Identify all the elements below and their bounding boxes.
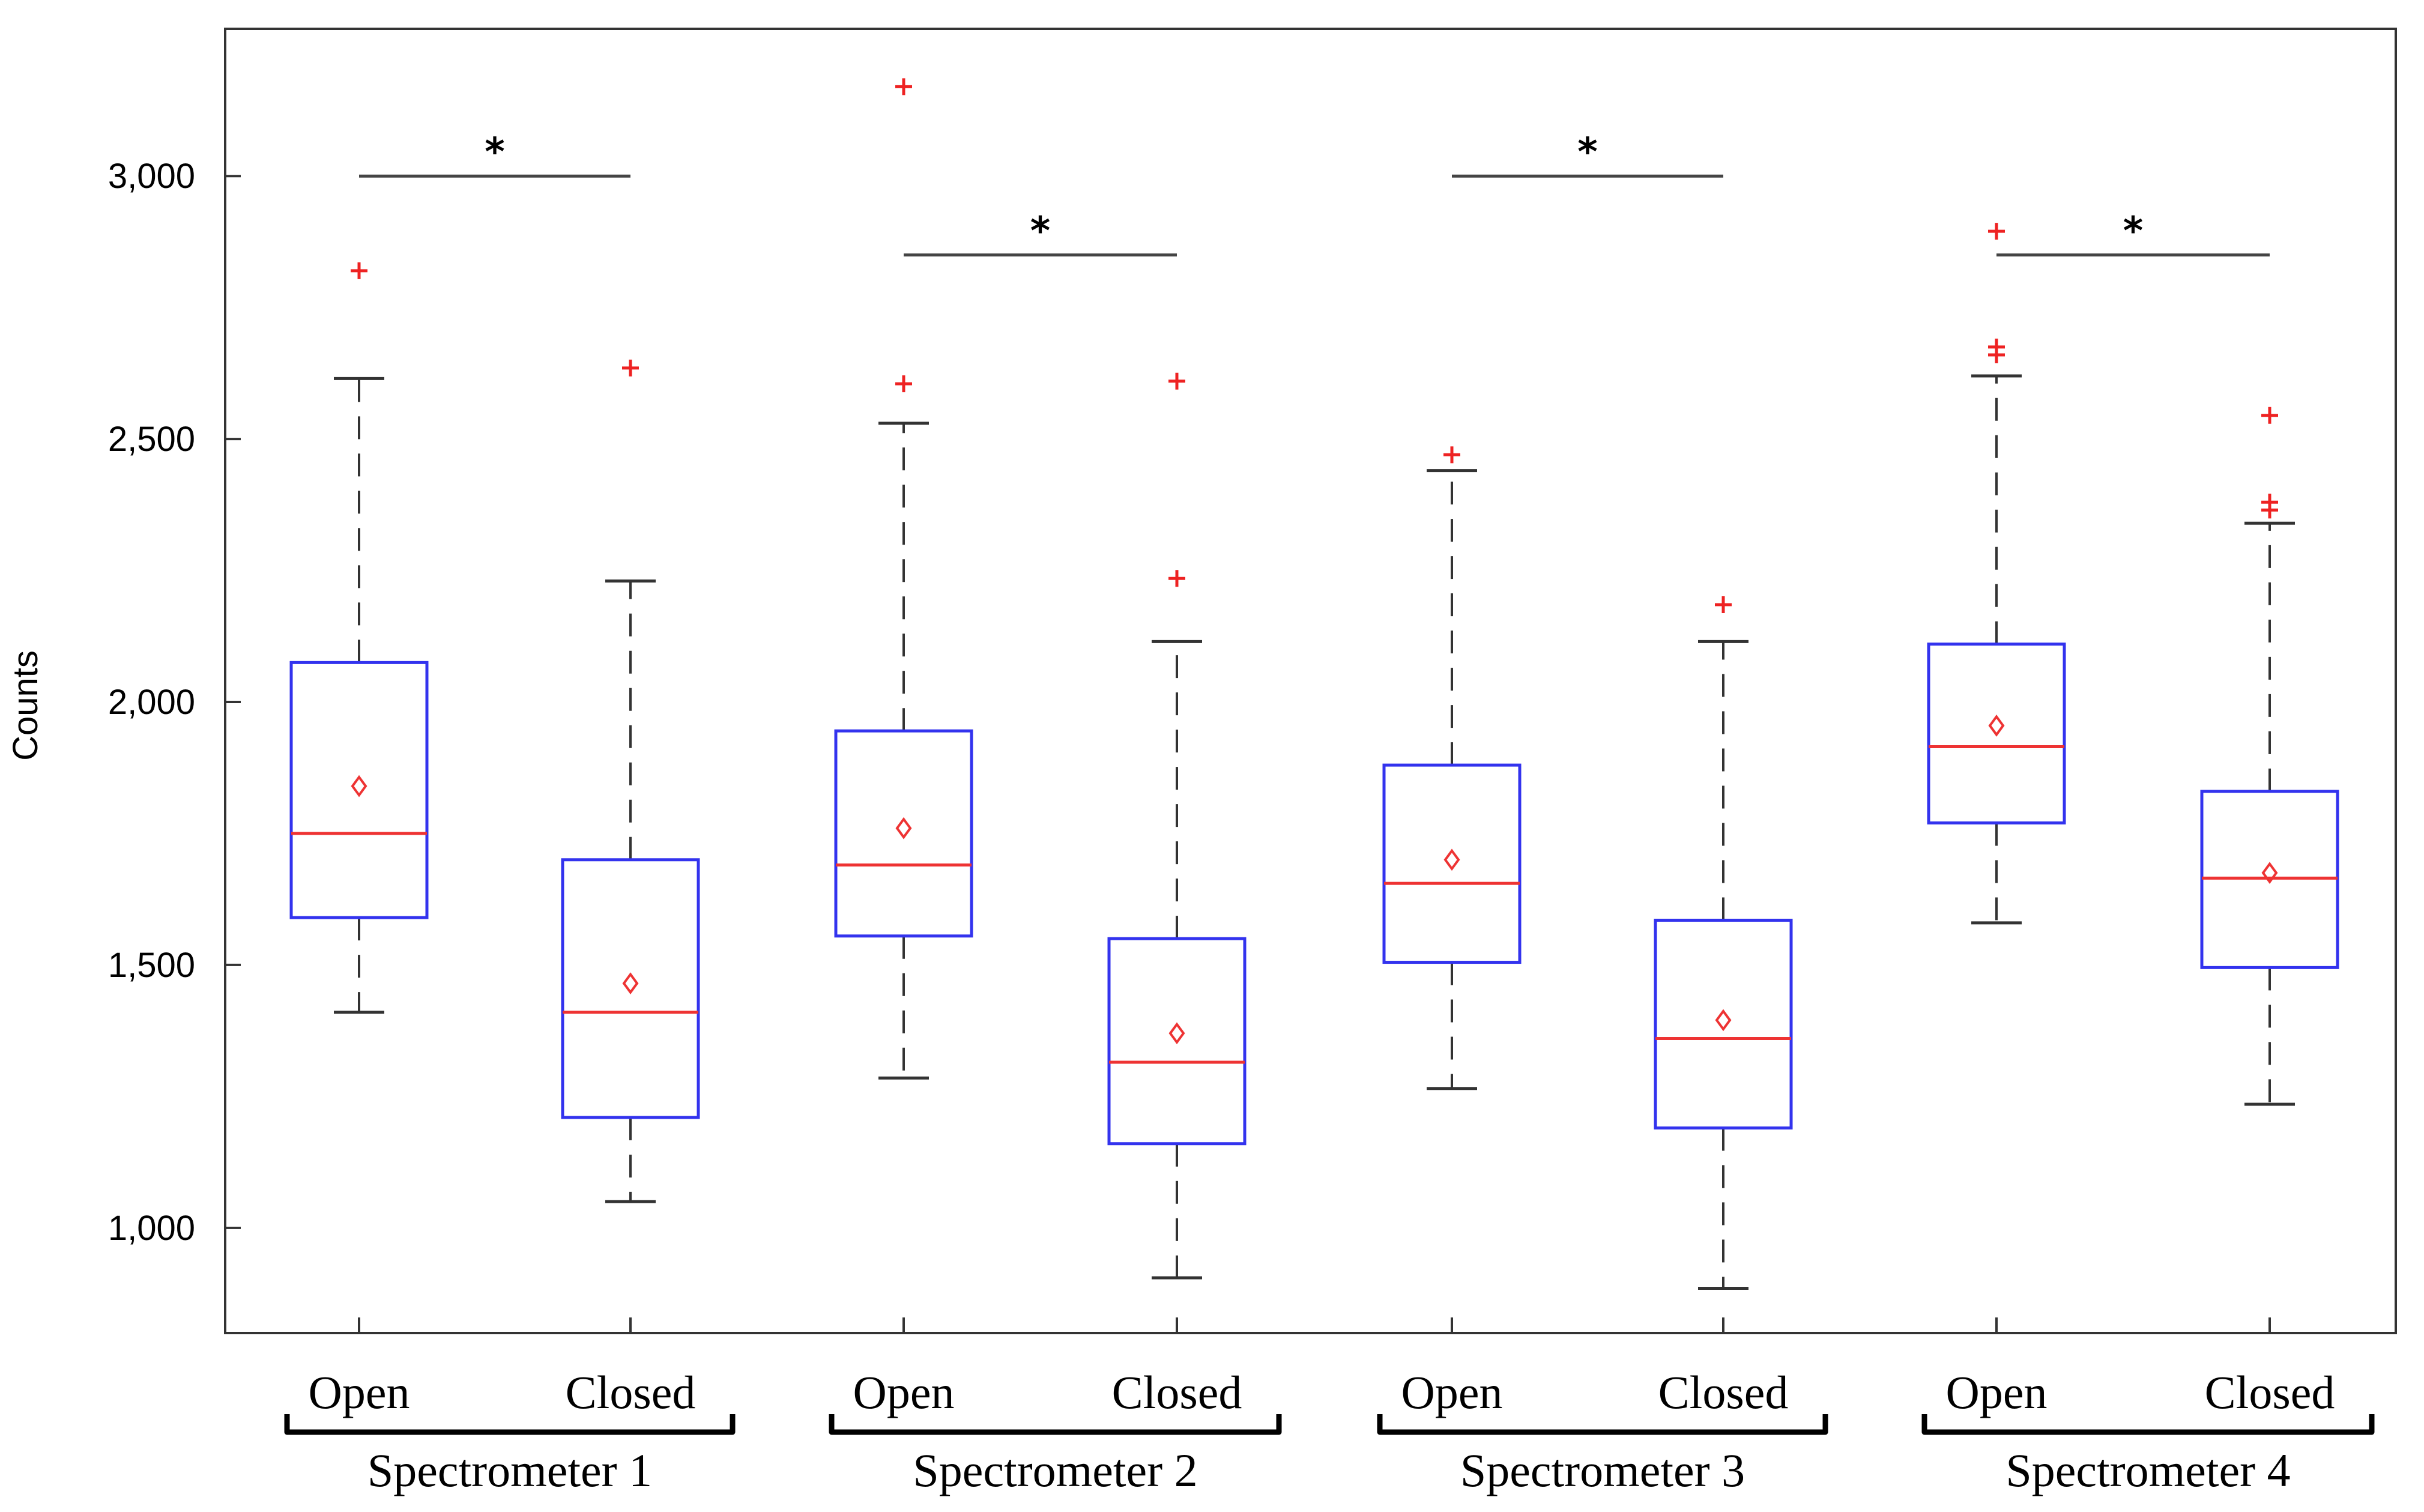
box-6 — [1654, 596, 1793, 1290]
axes — [224, 28, 2397, 1334]
group-bracket — [1921, 1414, 2375, 1435]
outlier-point — [1988, 338, 2005, 355]
y-axis-ticks: 1,000 1,500 2,000 2,500 3,000 — [108, 157, 241, 1248]
mean-marker — [622, 972, 639, 994]
x-category-label: Closed — [2205, 1366, 2335, 1418]
group-labels: Spectrometer 1 Spectrometer 2 Spectrometer… — [284, 1414, 2375, 1496]
significance-brackets: * * * * — [359, 130, 2270, 257]
outlier-point — [351, 262, 367, 279]
significance-star: * — [1577, 130, 1597, 175]
group-bracket — [1377, 1414, 1828, 1435]
mean-marker — [351, 775, 367, 797]
group-label: Spectrometer 1 — [367, 1444, 652, 1496]
y-tick-label: 2,500 — [108, 420, 195, 459]
y-tick-label: 1,000 — [108, 1209, 195, 1248]
x-category-label: Closed — [1112, 1366, 1242, 1418]
box-7 — [1927, 223, 2066, 925]
group-label: Spectrometer 3 — [1460, 1444, 1745, 1496]
iqr-box — [561, 858, 700, 1119]
outlier-point — [622, 359, 639, 376]
box-4 — [1107, 372, 1247, 1280]
iqr-box — [1927, 643, 2066, 824]
outlier-point — [895, 78, 912, 95]
x-category-label: Open — [309, 1366, 410, 1418]
iqr-box — [834, 729, 973, 938]
x-category-label: Open — [1401, 1366, 1503, 1418]
iqr-box — [1654, 918, 1793, 1129]
outlier-point — [1988, 223, 2005, 240]
significance-star: * — [1030, 210, 1050, 254]
box-2 — [561, 359, 700, 1203]
box-3 — [834, 78, 973, 1080]
outlier-point — [1168, 570, 1185, 587]
y-tick-label: 1,500 — [108, 946, 195, 985]
significance-star: * — [2123, 210, 2143, 254]
boxes — [289, 78, 2339, 1290]
iqr-box — [289, 661, 429, 919]
mean-marker — [1988, 715, 2005, 737]
iqr-box — [1382, 763, 1522, 964]
mean-marker — [895, 817, 912, 839]
outlier-point — [2261, 407, 2278, 424]
mean-marker — [1715, 1009, 1732, 1032]
significance-star: * — [485, 130, 504, 175]
group-bracket — [284, 1414, 736, 1435]
y-tick-label: 2,000 — [108, 683, 195, 722]
box-1 — [289, 262, 429, 1014]
plot-frame — [224, 28, 2397, 1334]
group-label: Spectrometer 4 — [2005, 1444, 2290, 1496]
outlier-point — [1715, 596, 1732, 614]
x-category-label: Open — [1946, 1366, 2048, 1418]
group-label: Spectrometer 2 — [913, 1444, 1197, 1496]
iqr-box — [1107, 937, 1247, 1146]
x-axis-category-labels: Open Closed Open Closed Open Closed Open Closed — [309, 1317, 2335, 1418]
box-8 — [2200, 407, 2339, 1106]
mean-marker — [2261, 862, 2278, 885]
outlier-point — [895, 375, 912, 393]
group-bracket — [829, 1414, 1282, 1435]
outlier-point — [1168, 372, 1185, 390]
outlier-point — [2261, 494, 2278, 511]
x-category-label: Closed — [566, 1366, 696, 1418]
y-tick-label: 3,000 — [108, 157, 195, 196]
mean-marker — [1168, 1022, 1185, 1045]
x-category-label: Open — [853, 1366, 955, 1418]
x-category-label: Closed — [1658, 1366, 1789, 1418]
mean-marker — [1443, 848, 1460, 871]
y-axis-label: Counts — [6, 650, 45, 761]
box-5 — [1382, 446, 1522, 1090]
outlier-point — [1443, 446, 1460, 464]
